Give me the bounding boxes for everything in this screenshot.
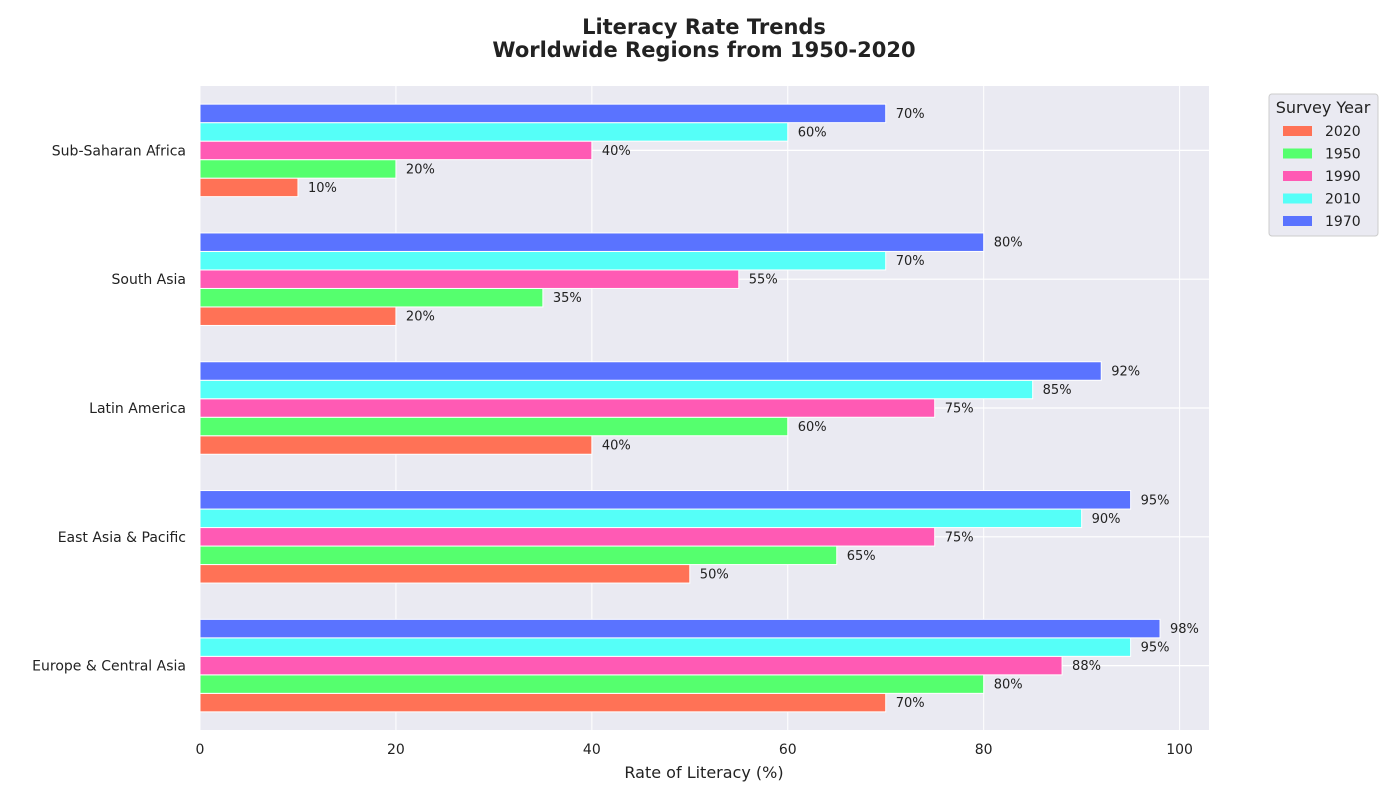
bar-group: 10% 20% 40% 60% 70% 20% 35% 55% 70% 80% 40% 60% 75% 8…: [199, 103, 1199, 713]
legend-item-label: 1970: [1325, 214, 1361, 230]
bar: [199, 250, 887, 271]
bar: [199, 674, 985, 694]
legend-item-label: 1950: [1325, 147, 1361, 163]
bar: [199, 159, 397, 179]
bar-value-label: 88%: [1072, 659, 1101, 674]
y-tick-label: Sub-Saharan Africa: [52, 143, 186, 159]
bar: [199, 177, 299, 198]
bar: [199, 416, 789, 437]
legend-swatch: [1283, 148, 1312, 159]
bar: [199, 508, 1083, 529]
legend: Survey Year 2020 1950 1990 2010 1970: [1268, 93, 1379, 237]
legend-item-label: 2020: [1325, 124, 1361, 140]
bar: [199, 140, 593, 161]
bar: [199, 545, 838, 566]
chart-subtitle: Worldwide Regions from 1950-2020: [492, 38, 915, 62]
bar-value-label: 60%: [798, 125, 827, 140]
bar-value-label: 40%: [602, 439, 631, 454]
bar: [199, 361, 1102, 381]
bar-value-label: 75%: [945, 530, 974, 545]
bar: [199, 564, 691, 584]
y-tick-label: Latin America: [89, 401, 186, 417]
x-tick-label: 0: [196, 742, 205, 758]
bar-value-label: 75%: [945, 402, 974, 417]
bar: [199, 527, 936, 547]
legend-swatch: [1283, 216, 1312, 226]
bar: [199, 122, 789, 142]
x-tick-label: 80: [975, 742, 993, 758]
y-tick-labels: Sub-Saharan Africa South Asia Latin Americ…: [32, 143, 186, 674]
bar-value-label: 95%: [1141, 493, 1170, 508]
x-tick-label: 100: [1166, 742, 1193, 758]
bar: [199, 637, 1132, 657]
y-tick-label: East Asia & Pacific: [58, 530, 186, 546]
legend-item-label: 1990: [1325, 169, 1361, 185]
bar-value-label: 20%: [406, 162, 435, 177]
x-tick-label: 60: [779, 742, 797, 758]
bar: [199, 306, 397, 326]
bar: [199, 618, 1161, 639]
bar: [199, 490, 1132, 510]
bar-value-label: 65%: [847, 549, 876, 564]
bar: [199, 655, 1063, 676]
bar-value-label: 70%: [896, 254, 925, 269]
bar-value-label: 80%: [994, 236, 1023, 251]
y-tick-label: South Asia: [112, 272, 186, 288]
chart-title: Literacy Rate Trends: [582, 15, 826, 39]
bar-value-label: 98%: [1170, 622, 1199, 637]
bar: [199, 103, 887, 124]
x-tick-label: 40: [583, 742, 601, 758]
legend-swatch: [1283, 126, 1312, 136]
bar-value-label: 40%: [602, 144, 631, 159]
bar: [199, 232, 985, 252]
bar: [199, 379, 1034, 400]
bar-value-label: 92%: [1111, 365, 1140, 380]
bar-value-label: 95%: [1141, 641, 1170, 656]
bar-value-label: 70%: [896, 107, 925, 122]
bar-value-label: 70%: [896, 696, 925, 711]
legend-title: Survey Year: [1276, 98, 1371, 117]
bar: [199, 287, 544, 308]
bar-value-label: 80%: [994, 678, 1023, 693]
legend-swatch: [1283, 171, 1312, 181]
bar-value-label: 60%: [798, 420, 827, 435]
legend-swatch: [1283, 193, 1312, 204]
bar-value-label: 85%: [1043, 383, 1072, 398]
bar-value-label: 20%: [406, 310, 435, 325]
x-tick-labels: 0 20 40 60 80 100: [196, 742, 1193, 758]
bar-value-label: 90%: [1092, 512, 1121, 527]
bar: [199, 435, 593, 455]
bar-value-label: 50%: [700, 567, 729, 582]
bar-value-label: 55%: [749, 273, 778, 288]
bar-value-label: 35%: [553, 291, 582, 306]
bar: [199, 269, 740, 289]
y-tick-label: Europe & Central Asia: [32, 659, 186, 675]
legend-item-label: 2010: [1325, 192, 1361, 208]
bar-value-label: 10%: [308, 181, 337, 196]
bar: [199, 398, 936, 418]
x-tick-label: 20: [387, 742, 405, 758]
bar: [199, 692, 887, 713]
x-axis-label: Rate of Literacy (%): [624, 763, 783, 782]
